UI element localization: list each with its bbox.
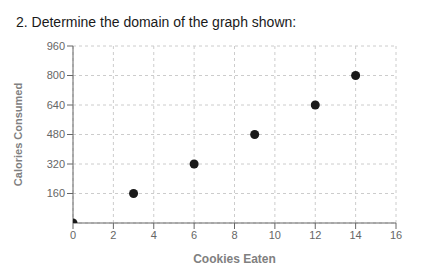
svg-text:4: 4	[151, 229, 157, 241]
svg-text:10: 10	[269, 229, 281, 241]
svg-text:14: 14	[350, 229, 362, 241]
svg-text:320: 320	[47, 158, 65, 170]
svg-text:960: 960	[47, 40, 65, 52]
svg-text:Calories Consumed: Calories Consumed	[12, 83, 24, 186]
svg-text:640: 640	[47, 99, 65, 111]
svg-text:480: 480	[47, 128, 65, 140]
svg-text:12: 12	[309, 229, 321, 241]
svg-text:800: 800	[47, 69, 65, 81]
svg-text:160: 160	[47, 187, 65, 199]
svg-text:16: 16	[390, 229, 402, 241]
html-text:2. Determine the domain of the: 2. Determine the domain of the graph sho…	[16, 14, 297, 30]
svg-text:0: 0	[70, 229, 76, 241]
svg-text:8: 8	[231, 229, 237, 241]
svg-text:Cookies Eaten: Cookies Eaten	[193, 252, 276, 266]
svg-text:2: 2	[110, 229, 116, 241]
svg-text:6: 6	[191, 229, 197, 241]
